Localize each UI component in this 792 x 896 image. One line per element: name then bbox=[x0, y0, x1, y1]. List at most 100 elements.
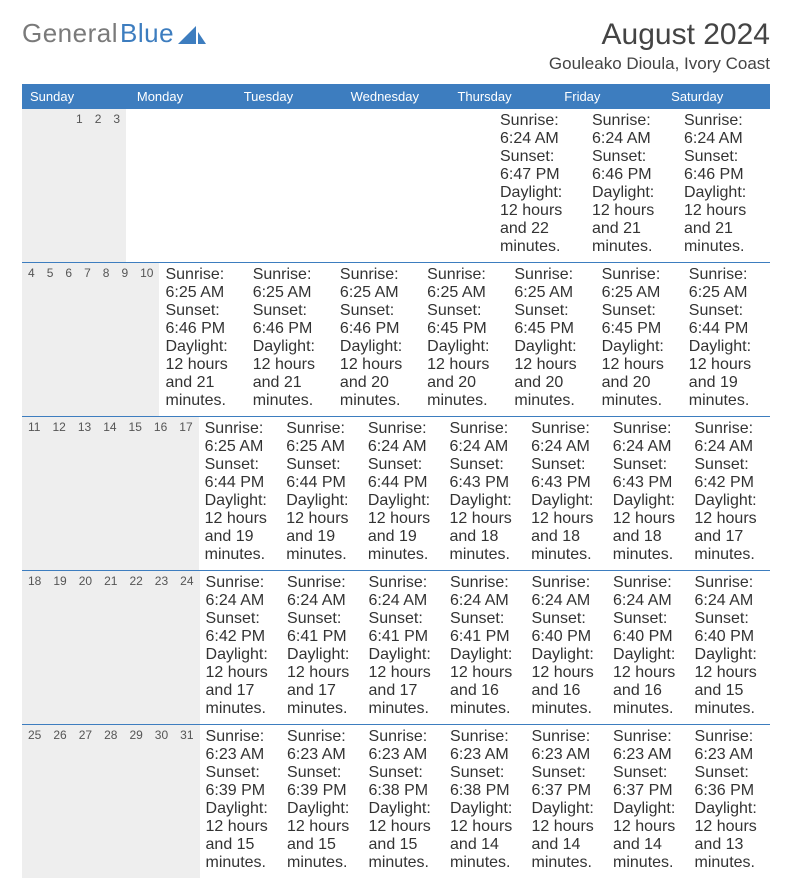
daylight-text: Daylight: 12 hours and 18 minutes. bbox=[450, 492, 520, 564]
day-number: 1 bbox=[70, 109, 89, 262]
sunrise-text: Sunrise: 6:23 AM bbox=[450, 728, 520, 764]
weekday-friday: Friday bbox=[556, 84, 663, 109]
daybody-row: Sunrise: 6:25 AMSunset: 6:46 PMDaylight:… bbox=[159, 263, 770, 416]
sunset-text: Sunset: 6:38 PM bbox=[450, 764, 520, 800]
daylight-text: Daylight: 12 hours and 16 minutes. bbox=[613, 646, 683, 718]
day-cell: Sunrise: 6:24 AMSunset: 6:40 PMDaylight:… bbox=[526, 571, 608, 724]
sunset-text: Sunset: 6:43 PM bbox=[531, 456, 601, 492]
day-cell: Sunrise: 6:23 AMSunset: 6:37 PMDaylight:… bbox=[526, 725, 608, 878]
sunset-text: Sunset: 6:40 PM bbox=[532, 610, 602, 646]
day-number: 2 bbox=[89, 109, 108, 262]
daylight-text: Daylight: 12 hours and 17 minutes. bbox=[206, 646, 276, 718]
day-cell: Sunrise: 6:25 AMSunset: 6:44 PMDaylight:… bbox=[280, 417, 362, 570]
day-number: 7 bbox=[78, 263, 97, 416]
sunrise-text: Sunrise: 6:24 AM bbox=[531, 420, 601, 456]
weekday-saturday: Saturday bbox=[663, 84, 770, 109]
day-cell: Sunrise: 6:25 AMSunset: 6:45 PMDaylight:… bbox=[421, 263, 508, 416]
weekday-monday: Monday bbox=[129, 84, 236, 109]
daylight-text: Daylight: 12 hours and 17 minutes. bbox=[694, 492, 764, 564]
day-cell: Sunrise: 6:24 AMSunset: 6:41 PMDaylight:… bbox=[444, 571, 526, 724]
daylight-text: Daylight: 12 hours and 14 minutes. bbox=[532, 800, 602, 872]
sunrise-text: Sunrise: 6:24 AM bbox=[206, 574, 276, 610]
sunrise-text: Sunrise: 6:25 AM bbox=[286, 420, 356, 456]
sunrise-text: Sunrise: 6:24 AM bbox=[532, 574, 602, 610]
sunrise-text: Sunrise: 6:25 AM bbox=[602, 266, 677, 302]
day-cell: Sunrise: 6:23 AMSunset: 6:36 PMDaylight:… bbox=[689, 725, 771, 878]
daybody-row: Sunrise: 6:25 AMSunset: 6:44 PMDaylight:… bbox=[199, 417, 770, 570]
header: GeneralBlue August 2024 Gouleako Dioula,… bbox=[22, 18, 770, 74]
sunset-text: Sunset: 6:46 PM bbox=[253, 302, 328, 338]
sunset-text: Sunset: 6:43 PM bbox=[613, 456, 683, 492]
sunrise-text: Sunrise: 6:24 AM bbox=[500, 112, 580, 148]
sunrise-text: Sunrise: 6:23 AM bbox=[287, 728, 357, 764]
day-number: 28 bbox=[98, 725, 123, 878]
sunset-text: Sunset: 6:37 PM bbox=[613, 764, 683, 800]
sunrise-text: Sunrise: 6:25 AM bbox=[165, 266, 240, 302]
sunset-text: Sunset: 6:46 PM bbox=[592, 148, 672, 184]
daylight-text: Daylight: 12 hours and 15 minutes. bbox=[206, 800, 276, 872]
sunrise-text: Sunrise: 6:25 AM bbox=[689, 266, 764, 302]
day-number: 30 bbox=[149, 725, 174, 878]
sunset-text: Sunset: 6:41 PM bbox=[287, 610, 357, 646]
sunrise-text: Sunrise: 6:24 AM bbox=[369, 574, 439, 610]
week-row: 18192021222324Sunrise: 6:24 AMSunset: 6:… bbox=[22, 571, 770, 725]
daylight-text: Daylight: 12 hours and 21 minutes. bbox=[253, 338, 328, 410]
day-number: 5 bbox=[41, 263, 60, 416]
day-cell: Sunrise: 6:23 AMSunset: 6:37 PMDaylight:… bbox=[607, 725, 689, 878]
day-number: 24 bbox=[174, 571, 199, 724]
day-number: 10 bbox=[134, 263, 159, 416]
logo-text-gray: General bbox=[22, 18, 118, 49]
daylight-text: Daylight: 12 hours and 21 minutes. bbox=[165, 338, 240, 410]
sunset-text: Sunset: 6:46 PM bbox=[684, 148, 764, 184]
daybody-row: Sunrise: 6:24 AMSunset: 6:42 PMDaylight:… bbox=[200, 571, 770, 724]
sunrise-text: Sunrise: 6:24 AM bbox=[694, 420, 764, 456]
sunrise-text: Sunrise: 6:23 AM bbox=[532, 728, 602, 764]
daylight-text: Daylight: 12 hours and 17 minutes. bbox=[287, 646, 357, 718]
day-number: 18 bbox=[22, 571, 47, 724]
day-cell: Sunrise: 6:23 AMSunset: 6:38 PMDaylight:… bbox=[444, 725, 526, 878]
weekday-header-row: Sunday Monday Tuesday Wednesday Thursday… bbox=[22, 84, 770, 109]
daylight-text: Daylight: 12 hours and 19 minutes. bbox=[689, 338, 764, 410]
daylight-text: Daylight: 12 hours and 20 minutes. bbox=[514, 338, 589, 410]
day-number: 25 bbox=[22, 725, 47, 878]
logo-sail-icon bbox=[178, 24, 206, 44]
day-number bbox=[58, 109, 70, 262]
daylight-text: Daylight: 12 hours and 18 minutes. bbox=[531, 492, 601, 564]
month-title: August 2024 bbox=[549, 18, 770, 52]
sunrise-text: Sunrise: 6:24 AM bbox=[450, 420, 520, 456]
week-row: 123Sunrise: 6:24 AMSunset: 6:47 PMDaylig… bbox=[22, 109, 770, 263]
day-cell: Sunrise: 6:24 AMSunset: 6:40 PMDaylight:… bbox=[607, 571, 689, 724]
day-cell: Sunrise: 6:25 AMSunset: 6:44 PMDaylight:… bbox=[199, 417, 281, 570]
sunset-text: Sunset: 6:39 PM bbox=[206, 764, 276, 800]
day-number: 4 bbox=[22, 263, 41, 416]
day-number: 13 bbox=[72, 417, 97, 570]
sunset-text: Sunset: 6:46 PM bbox=[165, 302, 240, 338]
day-number bbox=[22, 109, 34, 262]
daylight-text: Daylight: 12 hours and 13 minutes. bbox=[695, 800, 765, 872]
day-cell: Sunrise: 6:24 AMSunset: 6:42 PMDaylight:… bbox=[200, 571, 282, 724]
day-cell: Sunrise: 6:24 AMSunset: 6:41 PMDaylight:… bbox=[281, 571, 363, 724]
daylight-text: Daylight: 12 hours and 17 minutes. bbox=[369, 646, 439, 718]
daybody-row: Sunrise: 6:24 AMSunset: 6:47 PMDaylight:… bbox=[126, 109, 770, 262]
daynum-row: 11121314151617 bbox=[22, 417, 199, 570]
day-cell: Sunrise: 6:24 AMSunset: 6:42 PMDaylight:… bbox=[688, 417, 770, 570]
daylight-text: Daylight: 12 hours and 18 minutes. bbox=[613, 492, 683, 564]
daynum-row: 123 bbox=[22, 109, 126, 262]
day-number: 11 bbox=[22, 417, 46, 570]
daylight-text: Daylight: 12 hours and 14 minutes. bbox=[450, 800, 520, 872]
day-cell bbox=[126, 109, 218, 262]
sunset-text: Sunset: 6:37 PM bbox=[532, 764, 602, 800]
sunrise-text: Sunrise: 6:23 AM bbox=[613, 728, 683, 764]
day-number: 20 bbox=[73, 571, 98, 724]
sunset-text: Sunset: 6:44 PM bbox=[689, 302, 764, 338]
sunrise-text: Sunrise: 6:24 AM bbox=[613, 420, 683, 456]
day-number: 12 bbox=[46, 417, 71, 570]
daylight-text: Daylight: 12 hours and 15 minutes. bbox=[369, 800, 439, 872]
sunset-text: Sunset: 6:39 PM bbox=[287, 764, 357, 800]
daynum-row: 45678910 bbox=[22, 263, 159, 416]
day-number: 15 bbox=[123, 417, 148, 570]
sunrise-text: Sunrise: 6:23 AM bbox=[369, 728, 439, 764]
daylight-text: Daylight: 12 hours and 14 minutes. bbox=[613, 800, 683, 872]
day-cell: Sunrise: 6:23 AMSunset: 6:39 PMDaylight:… bbox=[281, 725, 363, 878]
day-number: 8 bbox=[97, 263, 116, 416]
